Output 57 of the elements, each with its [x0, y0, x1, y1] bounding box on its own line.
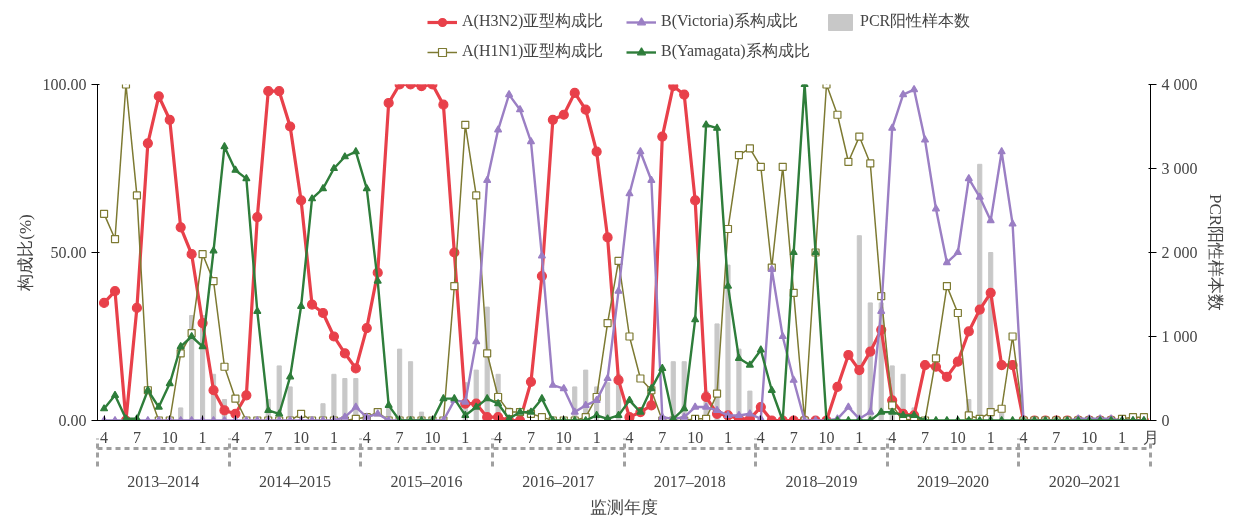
x-tick-label: 1: [986, 428, 995, 446]
x-tick-label: 4: [888, 428, 897, 446]
text: 2019–2020: [917, 472, 990, 490]
x-tick-label: 1: [592, 428, 601, 446]
x-tick-label: 4: [231, 428, 240, 446]
y2-axis-title: PCR阳性样本数: [1205, 193, 1225, 312]
text: 月: [1142, 428, 1159, 446]
x-tick-label: 10: [687, 428, 704, 446]
x-tick-label: 1: [461, 428, 470, 446]
x-tick-label: 1: [1118, 428, 1127, 446]
text: 2018–2019: [785, 472, 858, 490]
y-tick-label: 0.00: [58, 412, 87, 429]
x-tick-label: 10: [555, 428, 572, 446]
x-tick-label: 10: [1081, 428, 1098, 446]
x-tick-label: 10: [818, 428, 835, 446]
x-tick-label: 7: [1052, 428, 1061, 446]
text: 2017–2018: [653, 472, 726, 490]
x-tick-label: 10: [161, 428, 178, 446]
text: 2014–2015: [258, 472, 331, 490]
y-tick-label: 100.00: [42, 76, 87, 93]
text: 2020–2021: [1048, 472, 1121, 490]
y-tick-label: 50.00: [50, 244, 87, 261]
x-tick-label: 7: [921, 428, 930, 446]
x-tick-label: 10: [424, 428, 441, 446]
x-tick-label: 10: [949, 428, 966, 446]
y2-tick-label: 4 000: [1161, 76, 1198, 93]
x-tick-label: 7: [789, 428, 798, 446]
legend-label: A(H1N1)亚型构成比: [462, 41, 605, 62]
x-tick-label: 7: [526, 428, 535, 446]
x-tick-label: 1: [855, 428, 864, 446]
x-tick-label: 7: [264, 428, 273, 446]
y2-tick-label: 2 000: [1161, 244, 1198, 261]
x-tick-label: 7: [395, 428, 404, 446]
x-tick-label: 4: [1019, 428, 1028, 446]
text: 2015–2016: [390, 472, 463, 490]
y2-tick-label: 0: [1161, 412, 1170, 429]
text: 2013–2014: [127, 472, 200, 490]
x-tick-label: 4: [494, 428, 503, 446]
x-tick-label: 4: [625, 428, 634, 446]
legend-label: A(H3N2)亚型构成比: [462, 11, 605, 32]
x-axis-title: 监测年度: [590, 497, 658, 517]
x-tick-label: 4: [100, 428, 109, 446]
legend-label: B(Victoria)系构成比: [661, 11, 799, 32]
x-tick-label: 10: [293, 428, 310, 446]
x-tick-label: 4: [362, 428, 371, 446]
y2-tick-label: 1 000: [1161, 328, 1198, 345]
y2-tick-label: 3 000: [1161, 160, 1198, 177]
x-tick-label: 7: [132, 428, 141, 446]
x-tick-label: 1: [329, 428, 338, 446]
legend-label: B(Yamagata)系构成比: [661, 41, 811, 62]
x-tick-label: 4: [756, 428, 765, 446]
text: 2016–2017: [522, 472, 595, 490]
legend-label: PCR阳性样本数: [860, 11, 972, 31]
x-tick-label: 1: [198, 428, 207, 446]
x-tick-label: 7: [658, 428, 667, 446]
y-axis-title: 构成比(%): [15, 214, 35, 292]
x-tick-label: 1: [723, 428, 732, 446]
